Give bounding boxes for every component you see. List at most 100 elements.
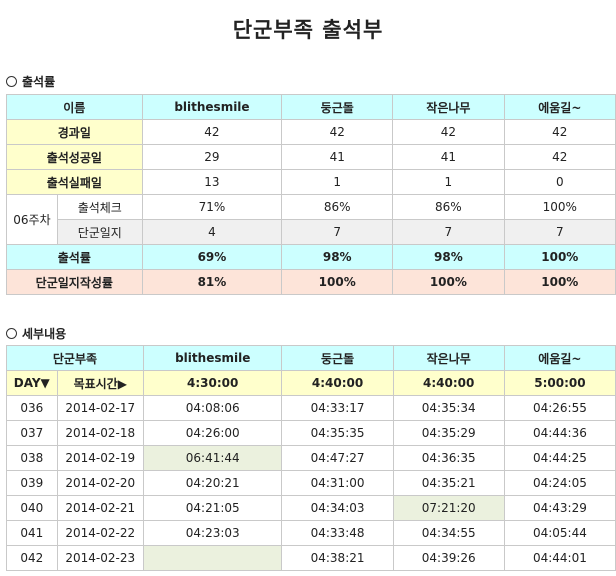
row-label: 단군일지 — [56, 219, 143, 245]
cell: 04:26:55 — [503, 395, 616, 421]
table-row: 경과일 42 42 42 42 — [6, 119, 616, 145]
section-label: 출석률 — [22, 75, 56, 89]
cell: 42 — [503, 144, 616, 170]
cell: 100% — [503, 269, 616, 295]
header-member: 작은나무 — [392, 345, 505, 371]
cell: 04:33:48 — [281, 520, 394, 546]
cell: 04:24:05 — [503, 470, 616, 496]
late-cell: 06:41:44 — [142, 445, 283, 471]
cell: 86% — [392, 194, 505, 220]
circle-bullet-icon — [6, 328, 17, 339]
cell: 04:47:27 — [281, 445, 394, 471]
cell: 7 — [503, 219, 616, 245]
cell: 04:44:25 — [503, 445, 616, 471]
date-cell: 2014-02-17 — [56, 395, 144, 421]
cell: 04:34:55 — [392, 520, 505, 546]
cell: 04:35:35 — [281, 420, 394, 446]
late-cell: 07:21:20 — [392, 495, 505, 521]
cell: 04:08:06 — [142, 395, 283, 421]
row-label: 단군일지작성률 — [6, 269, 143, 295]
day-cell: 036 — [6, 395, 58, 421]
cell: 04:21:05 — [142, 495, 283, 521]
table-row: 038 2014-02-19 06:41:44 04:47:27 04:36:3… — [6, 445, 616, 471]
day-cell: 040 — [6, 495, 58, 521]
summary-header-row: 이름 blithesmile 둥근돌 작은나무 에움길~ — [6, 94, 616, 120]
cell: 04:34:03 — [281, 495, 394, 521]
cell: 04:31:00 — [281, 470, 394, 496]
row-label: 출석률 — [6, 244, 143, 270]
table-row: 037 2014-02-18 04:26:00 04:35:35 04:35:2… — [6, 420, 616, 446]
cell: 71% — [141, 194, 283, 220]
section-details: 세부내용 — [6, 325, 66, 342]
header-member: 에움길~ — [503, 94, 616, 120]
detail-table: 단군부족 blithesmile 둥근돌 작은나무 에움길~ DAY▼ 목표시간… — [6, 345, 616, 571]
date-cell: 2014-02-19 — [56, 445, 144, 471]
table-row: 039 2014-02-20 04:20:21 04:31:00 04:35:2… — [6, 470, 616, 496]
cell: 86% — [281, 194, 394, 220]
detail-header-row: 단군부족 blithesmile 둥근돌 작은나무 에움길~ — [6, 345, 616, 371]
cell: 04:05:44 — [503, 520, 616, 546]
cell: 42 — [281, 119, 394, 145]
table-row: 출석성공일 29 41 41 42 — [6, 144, 616, 170]
table-row: 출석실패일 13 1 1 0 — [6, 169, 616, 195]
cell: 13 — [141, 169, 283, 195]
cell: 42 — [392, 119, 505, 145]
day-cell: 039 — [6, 470, 58, 496]
section-label: 세부내용 — [22, 327, 67, 341]
cell: 100% — [281, 269, 394, 295]
cell: 04:35:21 — [392, 470, 505, 496]
cell: 04:20:21 — [142, 470, 283, 496]
cell: 04:35:29 — [392, 420, 505, 446]
day-cell: 038 — [6, 445, 58, 471]
table-row: 040 2014-02-21 04:21:05 04:34:03 07:21:2… — [6, 495, 616, 521]
cell: 04:38:21 — [281, 545, 394, 571]
date-cell: 2014-02-18 — [56, 420, 144, 446]
date-cell: 2014-02-20 — [56, 470, 144, 496]
cell: 4:40:00 — [392, 370, 505, 396]
circle-bullet-icon — [6, 76, 17, 87]
header-member: 둥근돌 — [281, 345, 394, 371]
cell: 04:44:36 — [503, 420, 616, 446]
target-time-label: 목표시간▶ — [56, 370, 144, 396]
row-label: 경과일 — [6, 119, 143, 145]
cell: 04:26:00 — [142, 420, 283, 446]
date-cell: 2014-02-21 — [56, 495, 144, 521]
cell: 81% — [141, 269, 283, 295]
day-cell: 041 — [6, 520, 58, 546]
table-row: 042 2014-02-23 04:38:21 04:39:26 04:44:0… — [6, 545, 616, 571]
cell: 04:43:29 — [503, 495, 616, 521]
empty-cell — [142, 545, 283, 571]
header-member: blithesmile — [142, 345, 283, 371]
row-label: 출석체크 — [56, 194, 143, 220]
cell: 41 — [281, 144, 394, 170]
cell: 100% — [503, 194, 616, 220]
cell: 7 — [281, 219, 394, 245]
cell: 98% — [392, 244, 505, 270]
header-name: 이름 — [6, 94, 143, 120]
cell: 29 — [141, 144, 283, 170]
cell: 1 — [392, 169, 505, 195]
day-cell: 037 — [6, 420, 58, 446]
day-sort-header[interactable]: DAY▼ — [6, 370, 58, 396]
journal-rate-row: 단군일지작성률 81% 100% 100% 100% — [6, 269, 616, 295]
day-cell: 042 — [6, 545, 58, 571]
cell: 04:33:17 — [281, 395, 394, 421]
page-title: 단군부족 출석부 — [232, 18, 384, 42]
cell: 69% — [141, 244, 283, 270]
target-time-row: DAY▼ 목표시간▶ 4:30:00 4:40:00 4:40:00 5:00:… — [6, 370, 616, 396]
table-row: 041 2014-02-22 04:23:03 04:33:48 04:34:5… — [6, 520, 616, 546]
header-member: blithesmile — [141, 94, 283, 120]
cell: 4:40:00 — [281, 370, 394, 396]
row-label: 출석성공일 — [6, 144, 143, 170]
cell: 4 — [141, 219, 283, 245]
cell: 04:23:03 — [142, 520, 283, 546]
rate-row: 출석률 69% 98% 98% 100% — [6, 244, 616, 270]
header-member: 에움길~ — [503, 345, 616, 371]
header-member: 작은나무 — [392, 94, 505, 120]
cell: 1 — [281, 169, 394, 195]
header-tribe: 단군부족 — [6, 345, 144, 371]
header-member: 둥근돌 — [281, 94, 394, 120]
cell: 0 — [503, 169, 616, 195]
week-label: 06주차 — [6, 194, 58, 245]
cell: 42 — [503, 119, 616, 145]
